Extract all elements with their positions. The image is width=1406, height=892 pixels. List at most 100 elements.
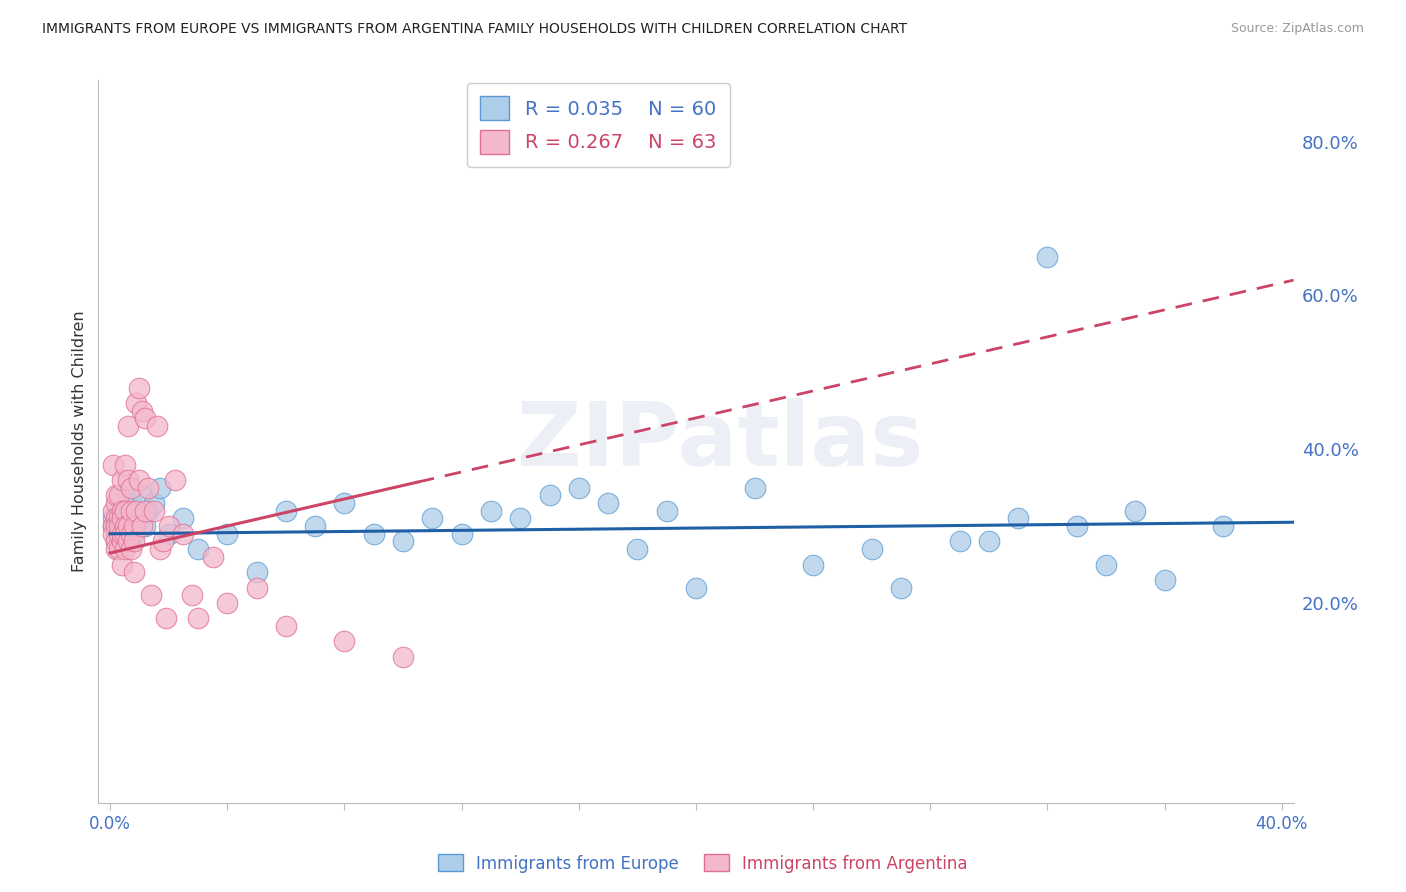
Point — [120, 504, 142, 518]
Point — [626, 542, 648, 557]
Point — [538, 488, 561, 502]
Point — [1007, 511, 1029, 525]
Point — [146, 419, 169, 434]
Point — [172, 511, 194, 525]
Point — [114, 526, 136, 541]
Point — [114, 542, 136, 557]
Legend: Immigrants from Europe, Immigrants from Argentina: Immigrants from Europe, Immigrants from … — [432, 847, 974, 880]
Point — [1066, 519, 1088, 533]
Point — [801, 558, 824, 572]
Point — [598, 496, 620, 510]
Point — [890, 581, 912, 595]
Point — [1212, 519, 1234, 533]
Point — [136, 481, 159, 495]
Point — [274, 619, 297, 633]
Point — [117, 534, 139, 549]
Point — [117, 519, 139, 533]
Point — [149, 542, 172, 557]
Point — [128, 473, 150, 487]
Point — [120, 496, 142, 510]
Text: Source: ZipAtlas.com: Source: ZipAtlas.com — [1230, 22, 1364, 36]
Point — [117, 473, 139, 487]
Point — [114, 458, 136, 472]
Point — [128, 381, 150, 395]
Point — [101, 458, 124, 472]
Point — [122, 511, 145, 525]
Point — [101, 519, 124, 533]
Point — [201, 549, 224, 564]
Point — [304, 519, 326, 533]
Point — [157, 519, 180, 533]
Point — [685, 581, 707, 595]
Point — [141, 588, 163, 602]
Point — [101, 511, 124, 525]
Text: ZIPatlas: ZIPatlas — [517, 398, 922, 485]
Point — [111, 511, 134, 525]
Point — [568, 481, 591, 495]
Point — [450, 526, 472, 541]
Point — [125, 504, 148, 518]
Point — [181, 588, 204, 602]
Point — [105, 488, 128, 502]
Point — [1153, 573, 1175, 587]
Point — [105, 496, 128, 510]
Point — [111, 534, 134, 549]
Point — [1036, 250, 1059, 264]
Point — [1125, 504, 1147, 518]
Point — [101, 526, 124, 541]
Point — [108, 488, 131, 502]
Point — [157, 526, 180, 541]
Point — [163, 473, 186, 487]
Point — [122, 534, 145, 549]
Text: IMMIGRANTS FROM EUROPE VS IMMIGRANTS FROM ARGENTINA FAMILY HOUSEHOLDS WITH CHILD: IMMIGRANTS FROM EUROPE VS IMMIGRANTS FRO… — [42, 22, 907, 37]
Point — [111, 526, 134, 541]
Point — [134, 411, 156, 425]
Point — [108, 511, 131, 525]
Point — [105, 534, 128, 549]
Point — [108, 526, 131, 541]
Point — [744, 481, 766, 495]
Point — [187, 542, 209, 557]
Point — [101, 504, 124, 518]
Point — [217, 596, 239, 610]
Point — [114, 526, 136, 541]
Point — [111, 511, 134, 525]
Legend: R = 0.035    N = 60, R = 0.267    N = 63: R = 0.035 N = 60, R = 0.267 N = 63 — [467, 83, 730, 167]
Point — [152, 534, 174, 549]
Y-axis label: Family Households with Children: Family Households with Children — [72, 310, 87, 573]
Point — [105, 519, 128, 533]
Point — [120, 526, 142, 541]
Point — [108, 519, 131, 533]
Point — [108, 542, 131, 557]
Point — [120, 519, 142, 533]
Point — [122, 519, 145, 533]
Point — [948, 534, 970, 549]
Point — [333, 634, 356, 648]
Point — [114, 519, 136, 533]
Point — [246, 565, 269, 579]
Point — [122, 526, 145, 541]
Point — [392, 649, 415, 664]
Point — [105, 511, 128, 525]
Point — [117, 534, 139, 549]
Point — [143, 496, 166, 510]
Point — [655, 504, 678, 518]
Point — [509, 511, 531, 525]
Point — [134, 504, 156, 518]
Point — [125, 519, 148, 533]
Point — [422, 511, 444, 525]
Point — [149, 481, 172, 495]
Point — [108, 504, 131, 518]
Point — [274, 504, 297, 518]
Point — [134, 519, 156, 533]
Point — [111, 558, 134, 572]
Point — [117, 511, 139, 525]
Point — [136, 504, 159, 518]
Point — [114, 504, 136, 518]
Point — [155, 611, 177, 625]
Point — [105, 526, 128, 541]
Point — [114, 504, 136, 518]
Point — [131, 488, 153, 502]
Point — [333, 496, 356, 510]
Point — [111, 504, 134, 518]
